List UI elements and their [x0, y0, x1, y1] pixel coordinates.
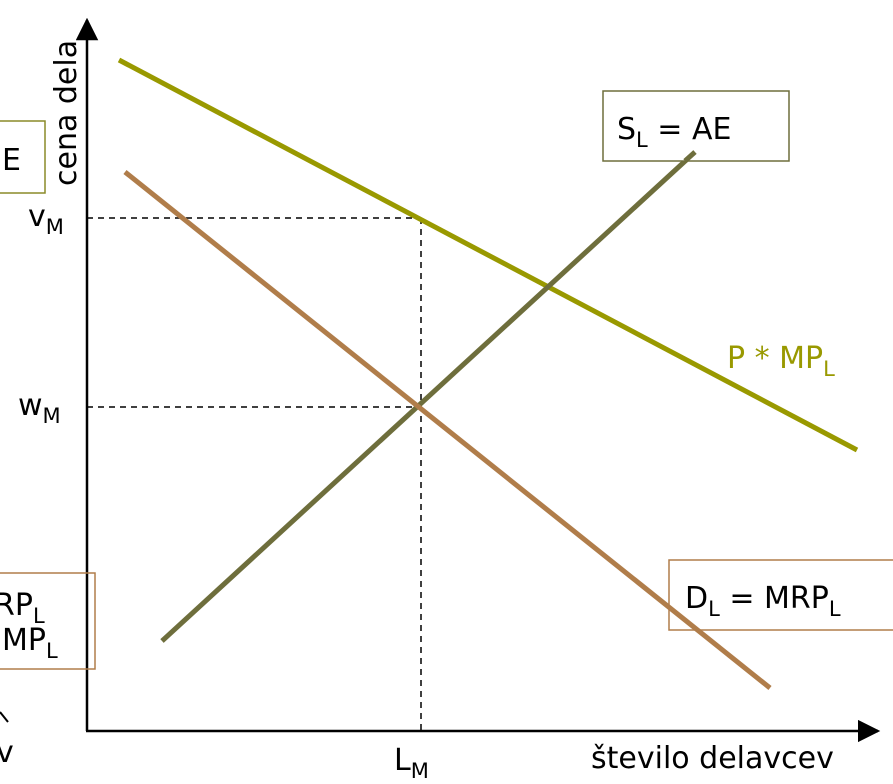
demand-curve	[123, 170, 772, 690]
y-axis-title: cena dela	[49, 40, 84, 186]
p-mp-label: P * MPL	[727, 341, 835, 381]
supply-label-box	[602, 90, 790, 162]
supply-label: SL = AE	[617, 112, 731, 152]
supply-curve-overlap	[683, 150, 697, 163]
demand-label-box	[668, 559, 893, 631]
demand-label: DL = MRPL	[685, 581, 841, 621]
vm-tick-label: vM	[28, 199, 64, 239]
supply-curve	[160, 150, 697, 643]
lm-tick-label: LM	[394, 743, 429, 783]
p-mp-curve	[117, 57, 859, 453]
cropped-top-box-text: E	[2, 143, 21, 178]
cropped-arrow-fragment	[0, 711, 9, 723]
cropped-x-fragment: v	[0, 735, 14, 770]
cropped-bottom-line1: RPL	[0, 588, 45, 628]
cropped-top-box	[0, 120, 46, 194]
cropped-bottom-line2: MPL	[2, 623, 58, 663]
x-axis-title: število delavcev	[591, 741, 834, 776]
wm-tick-label: wM	[18, 388, 61, 428]
cropped-bottom-box	[0, 572, 96, 670]
